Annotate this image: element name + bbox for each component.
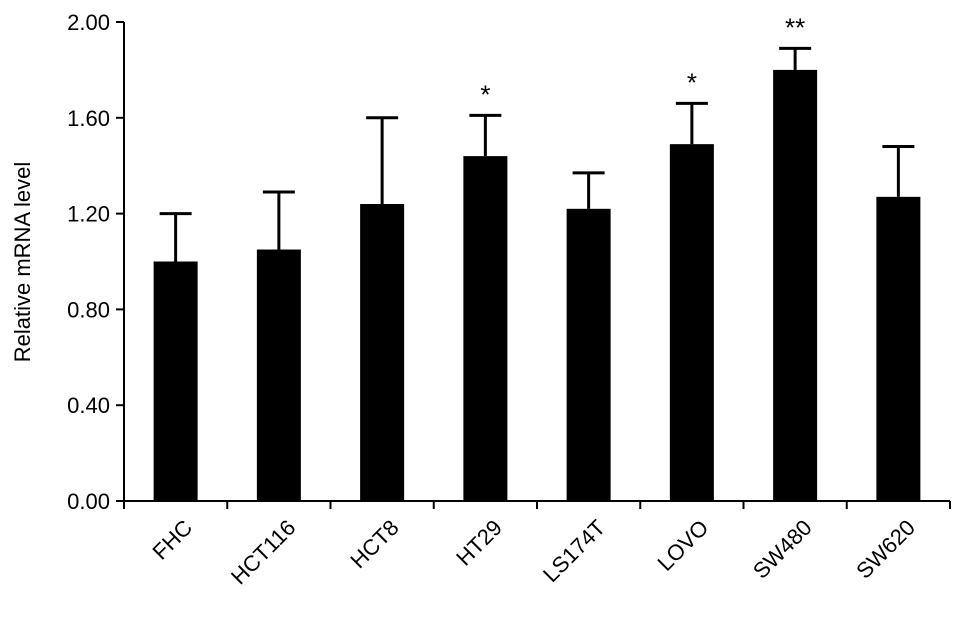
significance-marker: **: [785, 12, 805, 42]
bar: [876, 196, 921, 501]
bar: [153, 261, 198, 501]
bar: [360, 204, 405, 501]
x-tick-label: LOVO: [652, 515, 713, 576]
x-tick-label: HT29: [451, 515, 507, 571]
bar: [463, 156, 508, 501]
y-tick-label: 1.60: [67, 106, 110, 131]
bar: [669, 144, 714, 501]
y-axis-label: Relative mRNA level: [10, 162, 35, 363]
y-tick-label: 0.80: [67, 297, 110, 322]
plot-area: 0.00 0.40 0.80 1.20 1.60 2.00 FHC HCT116 HCT8 * HT…: [67, 10, 951, 589]
significance-marker: *: [480, 79, 490, 109]
x-tick-label: LS174T: [538, 515, 610, 587]
bar: [773, 69, 818, 502]
bar: [256, 249, 301, 501]
y-tick-label: 0.00: [67, 489, 110, 514]
x-tick-label: SW620: [851, 515, 920, 584]
y-tick-label: 2.00: [67, 10, 110, 35]
x-tick-label: SW480: [748, 515, 817, 584]
bar: [566, 208, 611, 501]
y-tick-label: 0.40: [67, 393, 110, 418]
x-tick-label: HCT8: [345, 515, 403, 573]
x-tick-label: FHC: [148, 515, 198, 565]
y-tick-label: 1.20: [67, 202, 110, 227]
x-tick-label: HCT116: [226, 515, 300, 589]
significance-marker: *: [687, 67, 697, 97]
